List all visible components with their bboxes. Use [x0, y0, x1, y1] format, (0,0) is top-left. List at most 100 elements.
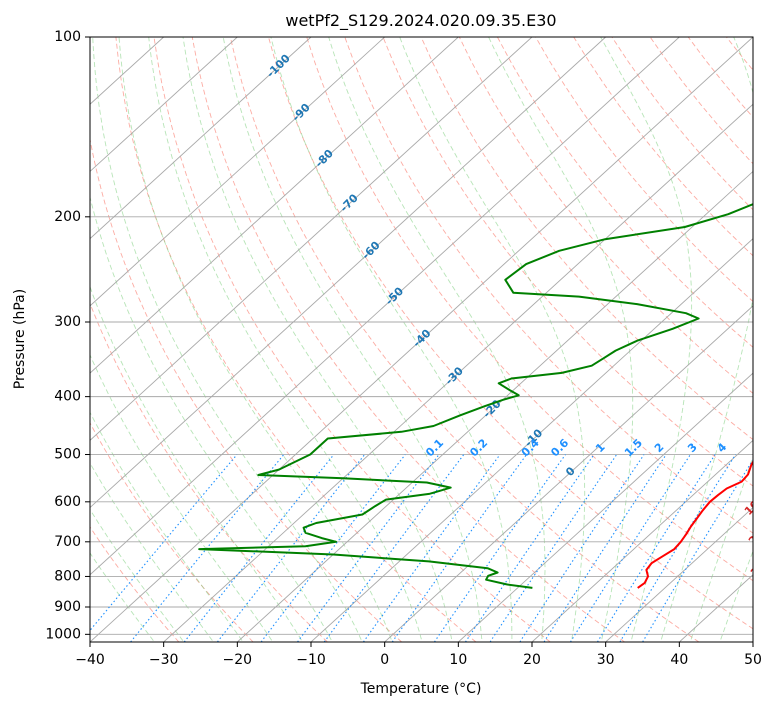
moist-adiabat-line: [90, 411, 244, 642]
mixing-ratio-line: [489, 454, 618, 642]
mixing-ratio-label: 2: [652, 441, 667, 456]
dry-adiabat-line: [306, 37, 753, 582]
x-tick-label: 40: [670, 652, 688, 668]
y-axis-title: Pressure (hPa): [12, 289, 28, 389]
mixing-ratio-line: [543, 454, 667, 642]
moist-adiabat-line: [600, 37, 693, 642]
dry-adiabat-line: [573, 37, 753, 257]
moist-adiabat-line: [90, 195, 333, 642]
x-tick-label: 50: [744, 652, 762, 668]
isotherm-line: [90, 37, 385, 307]
dry-adiabat-label: 20: [746, 527, 766, 547]
isotherm-line: [90, 37, 753, 642]
isotherm-line: [90, 37, 606, 509]
mixing-ratio-label: 1: [593, 441, 608, 456]
mixing-ratio-line: [90, 454, 238, 632]
dry-adiabat-line: [115, 37, 477, 642]
dry-adiabat-line: [497, 37, 753, 348]
y-tick-label: 200: [54, 209, 81, 225]
y-tick-label: 1000: [45, 626, 81, 642]
mixing-ratio-line: [297, 454, 440, 642]
moist-adiabat-line: [270, 37, 513, 642]
x-tick-label: −30: [149, 652, 179, 668]
mixing-ratio-line: [569, 454, 691, 642]
x-tick-label: 10: [449, 652, 467, 668]
chart-title: wetPf2_S129.2024.020.09.35.E30: [285, 11, 556, 31]
dry-adiabat-line: [90, 421, 254, 642]
dry-adiabat-line: [420, 37, 753, 441]
x-tick-label: 20: [523, 652, 541, 668]
dry-adiabat-line: [90, 137, 402, 642]
isotherms: [90, 37, 753, 642]
y-tick-label: 400: [54, 389, 81, 405]
y-tick-label: 700: [54, 534, 81, 550]
y-tick-label: 500: [54, 447, 81, 463]
mixing-ratio-label: 4: [715, 440, 730, 455]
dry-adiabat-line: [458, 37, 753, 394]
mixing-ratio-line: [519, 454, 645, 642]
dry-adiabat-line: [649, 37, 753, 165]
mixing-ratio-label: 1.5: [622, 436, 645, 459]
moist-adiabat-line: [148, 37, 423, 642]
mixing-ratio-line: [391, 454, 528, 642]
dry-adiabat-line: [726, 37, 753, 71]
moist-adiabat-line: [90, 462, 215, 642]
x-tick-label: −10: [296, 652, 326, 668]
mixing-ratio-label: 0.6: [548, 436, 571, 459]
moist-adiabat-line: [222, 37, 483, 642]
sounding-series: [198, 203, 753, 589]
dry-adiabat-line: [268, 37, 753, 630]
dry-adiabat-label: 10: [742, 498, 762, 518]
isotherm-line: [531, 439, 753, 642]
isotherm-line: [384, 305, 753, 642]
moist-adiabat-line: [92, 37, 363, 642]
y-tick-label: 300: [54, 314, 81, 330]
dewpoint-profile-line: [198, 203, 753, 589]
moist-adiabats: [90, 37, 753, 642]
isotherm-line: [163, 103, 753, 642]
x-axis: −40 −30 −20 −10 0 10 20 30 40 50: [75, 642, 762, 668]
y-tick-label: 600: [54, 494, 81, 510]
isotherm-line: [90, 37, 533, 441]
moist-adiabat-line: [660, 37, 753, 642]
dry-adiabat-line: [153, 37, 551, 642]
mixing-ratio-label: 3: [685, 441, 700, 456]
plot-frame: [89, 36, 754, 643]
x-axis-title: Temperature (°C): [360, 681, 482, 697]
y-tick-label: 100: [54, 29, 81, 45]
mixing-ratio-line: [216, 454, 366, 642]
isotherm-line: [90, 37, 312, 240]
mixing-ratio-line: [619, 454, 737, 642]
isotherm-line: [90, 37, 238, 173]
dry-adiabat-line: [611, 37, 753, 211]
dry-adiabat-line: [535, 37, 753, 303]
moist-adiabat-line: [182, 37, 453, 642]
moist-adiabat-line: [118, 37, 393, 642]
y-tick-label: 900: [54, 599, 81, 615]
line-labels: -100-90-80-70-60-50-40-30-20-10010203040…: [264, 51, 775, 611]
x-tick-label: −20: [223, 652, 253, 668]
moist-adiabat-line: [328, 37, 546, 642]
mixing-ratio-line: [433, 454, 566, 642]
moist-adiabat-line: [689, 455, 753, 642]
dry-adiabat-line: [90, 302, 328, 642]
mixing-ratio-line: [596, 454, 716, 642]
moist-adiabat-line: [90, 353, 274, 642]
dry-adiabat-line: [229, 37, 700, 642]
dry-adiabat-label: 30: [748, 559, 768, 579]
dry-adiabat-label: 40: [765, 591, 775, 611]
moist-adiabat-line: [488, 37, 634, 642]
isotherm-line: [458, 372, 753, 642]
y-axis: 100 200 300 400 500 600 700 800 900 1000: [45, 29, 90, 642]
isotherm-line: [752, 641, 753, 642]
mixing-ratio-line: [362, 454, 501, 642]
isotherm-line: [605, 506, 753, 642]
mixing-ratio-label: 6: [751, 440, 766, 455]
dry-adiabat-line: [344, 37, 753, 534]
mixing-ratio-lines: [90, 454, 753, 642]
mixing-ratio-label: 0.2: [467, 436, 490, 459]
isotherm-label: -100: [264, 51, 293, 80]
mixing-ratio-line: [260, 454, 406, 642]
isotherm-line: [90, 37, 680, 576]
y-tick-label: 800: [54, 568, 81, 584]
